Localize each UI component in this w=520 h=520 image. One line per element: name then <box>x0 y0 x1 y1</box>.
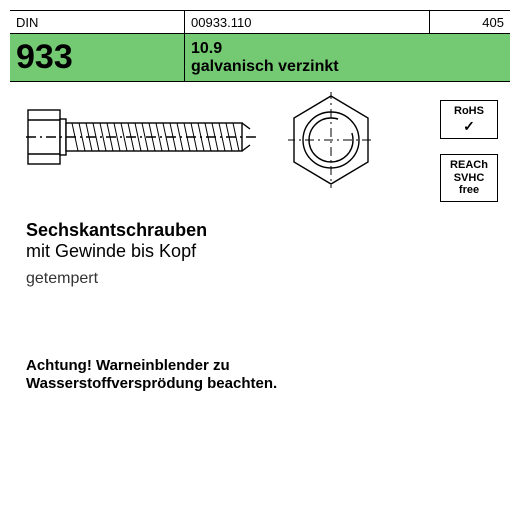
strength-class: 10.9 <box>191 40 504 58</box>
rohs-label: RoHS <box>443 105 495 118</box>
warning-line2: Wasserstoffversprödung beachten. <box>26 375 277 394</box>
classification-band: 933 10.9 galvanisch verzinkt <box>10 34 510 82</box>
header-right-code: 405 <box>430 11 510 33</box>
reach-badge: REACh SVHC free <box>440 154 498 202</box>
classification-right: 10.9 galvanisch verzinkt <box>185 34 510 81</box>
header-row: DIN 00933.110 405 <box>10 10 510 34</box>
bolt-side-view-icon <box>26 102 256 172</box>
description-block: Sechskantschrauben mit Gewinde bis Kopf … <box>26 220 207 288</box>
coating: galvanisch verzinkt <box>191 58 504 76</box>
warning-line1: Achtung! Warneinblender zu <box>26 357 277 376</box>
description-title: Sechskantschrauben <box>26 220 207 241</box>
rohs-badge: RoHS ✓ <box>440 100 498 139</box>
graphic-zone: RoHS ✓ REACh SVHC free <box>10 82 510 212</box>
bolt-hex-front-icon <box>288 92 374 188</box>
description-subtitle: mit Gewinde bis Kopf <box>26 241 207 262</box>
spec-card: DIN 00933.110 405 933 10.9 galvanisch ve… <box>10 10 510 400</box>
reach-line1: REACh <box>443 159 495 172</box>
header-standard: DIN <box>10 11 185 33</box>
header-code: 00933.110 <box>185 11 430 33</box>
warning-block: Achtung! Warneinblender zu Wasserstoffve… <box>26 357 277 395</box>
reach-line2: SVHC <box>443 172 495 185</box>
check-icon: ✓ <box>443 118 495 134</box>
description-note: getempert <box>26 270 207 288</box>
din-number: 933 <box>10 34 185 81</box>
reach-line3: free <box>443 184 495 197</box>
